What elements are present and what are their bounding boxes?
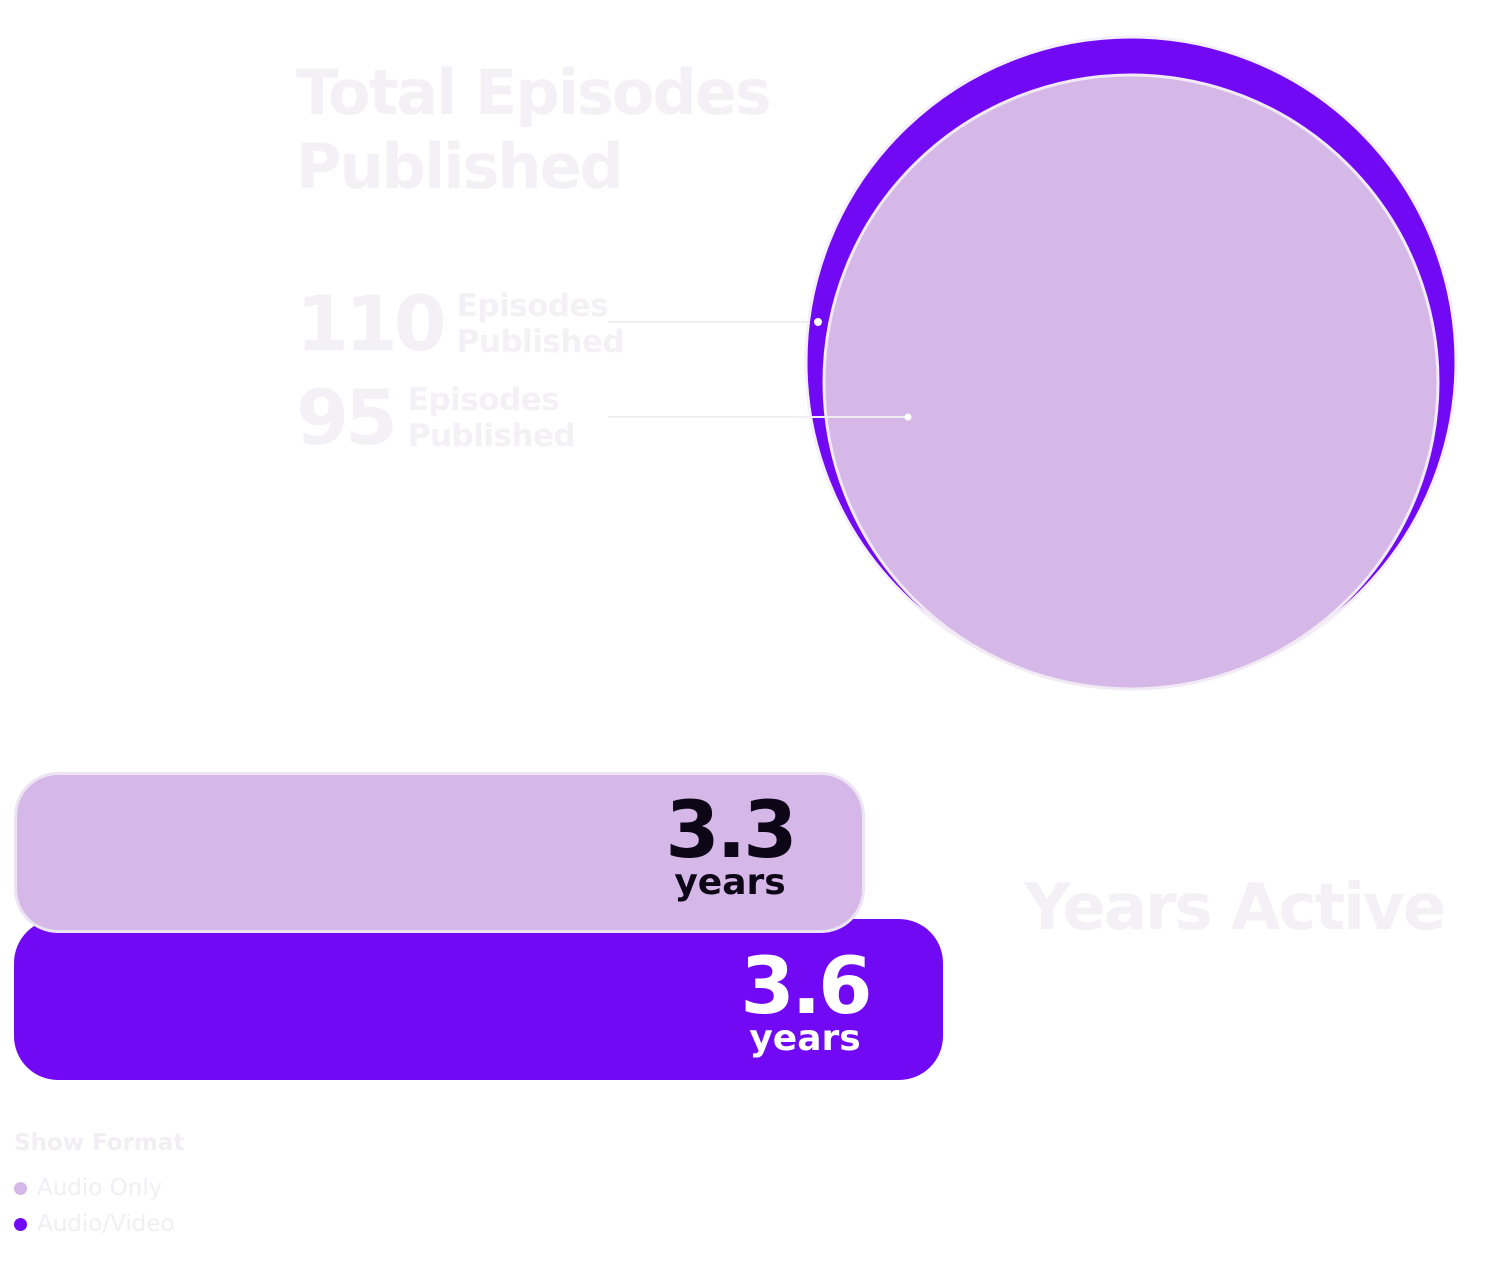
episodes-bubble-chart: [608, 35, 1458, 691]
legend-dot-audio-video: [14, 1217, 27, 1231]
legend-label-audio-video: Audio/Video: [37, 1211, 175, 1237]
legend-item-audio-video: Audio/Video: [14, 1206, 184, 1242]
bar-audio-video: 3.6 years: [14, 919, 943, 1080]
episodes-label-audio-only: Episodes Published: [407, 382, 576, 454]
leader-dot-audio-only: [904, 413, 912, 421]
legend: Show Format Audio Only Audio/Video: [14, 1128, 184, 1242]
episodes-value-audio-only: 95: [296, 373, 398, 462]
bar-unit-audio-only: years: [674, 862, 786, 903]
bar-number-audio-video: 3.6: [740, 942, 872, 1032]
bar-unit-audio-video: years: [749, 1018, 861, 1059]
years-chart-title: Years Active: [1024, 871, 1446, 945]
episodes-annotation-audio-only: 95 Episodes Published: [296, 378, 593, 458]
legend-dot-audio-only: [14, 1181, 27, 1195]
episodes-label-audio-video: Episodes Published: [456, 288, 625, 360]
episodes-value-audio-video: 110: [296, 279, 447, 368]
episodes-chart-title: Total Episodes Published: [296, 56, 772, 203]
bar-number-audio-only: 3.3: [665, 786, 797, 876]
bubble-audio-only: [822, 73, 1440, 691]
legend-title: Show Format: [14, 1130, 185, 1156]
bar-audio-only: 3.3 years: [14, 772, 865, 933]
bar-value-audio-video: 3.6 years: [725, 945, 885, 1059]
leader-dot-audio-video: [814, 318, 822, 326]
episodes-annotation-audio-video: 110 Episodes Published: [296, 284, 642, 364]
bar-value-audio-only: 3.3 years: [650, 789, 810, 903]
legend-label-audio-only: Audio Only: [37, 1175, 163, 1201]
legend-item-audio-only: Audio Only: [14, 1170, 184, 1206]
